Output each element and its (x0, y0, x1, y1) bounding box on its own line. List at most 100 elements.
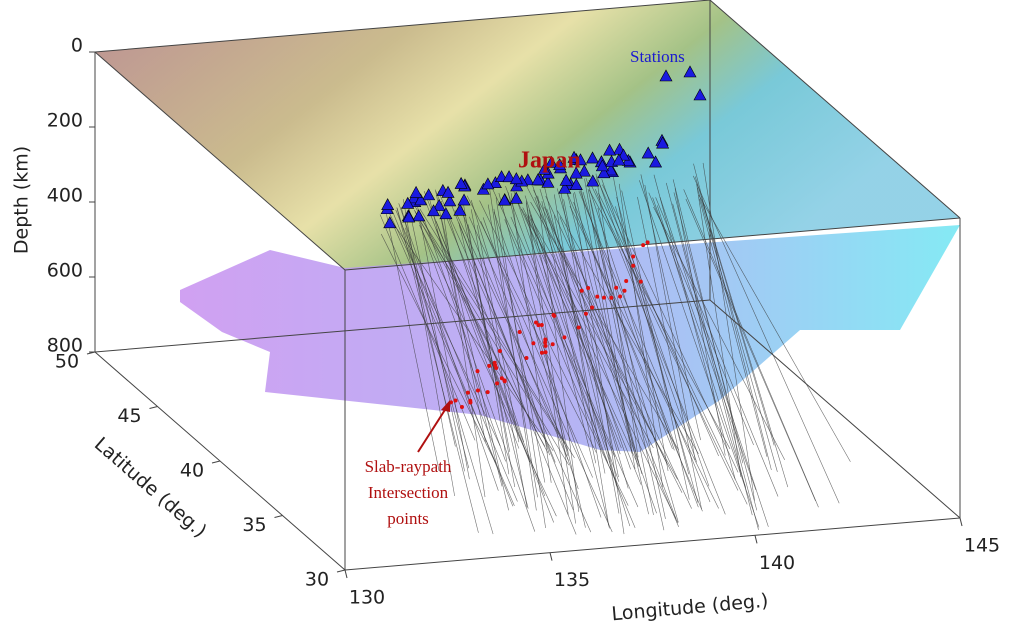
intersection (475, 369, 480, 374)
raypath (411, 200, 549, 453)
raypath (692, 175, 840, 504)
intersection (631, 254, 636, 259)
intersection (524, 355, 529, 360)
station (577, 164, 591, 177)
raypath (665, 182, 753, 516)
station (443, 194, 457, 207)
raypath (510, 216, 639, 508)
station (402, 210, 416, 223)
box-edge (709, 299, 961, 519)
station (569, 166, 583, 179)
station (612, 153, 626, 166)
intersection (536, 323, 541, 328)
raypath (562, 177, 643, 475)
raypath (545, 196, 692, 509)
raypath (597, 207, 666, 519)
station (693, 88, 707, 101)
raypath (402, 199, 455, 497)
intersection (543, 350, 548, 355)
raypath (476, 225, 520, 443)
raypath (454, 210, 569, 452)
arrow-head (441, 400, 450, 412)
raypath (380, 233, 497, 464)
station (454, 176, 468, 189)
station (383, 216, 397, 229)
station (558, 181, 572, 194)
station (683, 65, 697, 78)
z-tick-label: 200 (47, 110, 83, 132)
raypath (569, 205, 719, 509)
intersection (618, 294, 623, 299)
japan-label: Japan (518, 148, 581, 174)
raypath (578, 191, 711, 503)
raypath (588, 179, 739, 491)
intersection (543, 343, 548, 348)
box-edge (344, 217, 961, 271)
raypath (673, 192, 758, 511)
raypath (697, 187, 778, 472)
station (432, 198, 446, 211)
raypath (653, 206, 785, 460)
raypath (505, 185, 609, 463)
station (453, 203, 467, 216)
intersection (499, 376, 504, 381)
intersection (583, 311, 588, 316)
intersection (494, 366, 499, 371)
raypath (530, 201, 679, 451)
raypath (563, 199, 619, 478)
raypath (423, 190, 554, 523)
intersection (641, 243, 646, 248)
stations-label: Stations (630, 47, 685, 66)
raypath (493, 211, 602, 518)
station (553, 158, 567, 171)
raypath (398, 203, 499, 491)
raypath (556, 210, 699, 454)
intersection (609, 295, 614, 300)
raypath (493, 208, 546, 483)
raypath (396, 207, 479, 533)
y-tick-label: 30 (305, 569, 329, 591)
raypath (435, 190, 486, 443)
raypath (639, 180, 760, 528)
intersection (517, 329, 522, 334)
intersection (551, 313, 556, 318)
intersection (453, 398, 458, 403)
raypath (384, 204, 440, 471)
y-tick (336, 569, 346, 573)
station (502, 170, 516, 183)
raypath (553, 194, 610, 526)
station (656, 136, 670, 149)
x-tick-label: 135 (554, 569, 590, 591)
raypath (565, 188, 703, 512)
y-tick (274, 515, 283, 518)
intersection (487, 363, 492, 368)
raypath (533, 189, 668, 465)
raypath (582, 191, 679, 523)
x-tick-label: 145 (964, 535, 1000, 557)
x-tick (549, 552, 553, 561)
z-tick-label: 400 (47, 185, 83, 207)
intersection (586, 285, 591, 290)
box-edge (344, 517, 961, 571)
raypath (615, 206, 699, 503)
raypath (621, 190, 690, 500)
raypath (553, 215, 606, 474)
intersection (562, 335, 567, 340)
raypath (543, 206, 679, 528)
x-tick (344, 569, 348, 579)
raypath (585, 177, 675, 451)
x-tick (959, 517, 963, 527)
intersection (485, 390, 490, 395)
intersection (614, 285, 619, 290)
box-edge (94, 299, 711, 353)
raypath (576, 180, 699, 508)
raypath (406, 197, 465, 472)
raypath (479, 200, 629, 506)
box-edge (94, 0, 711, 53)
raypath (657, 205, 747, 488)
note-line: Intersection (368, 483, 449, 502)
intersection (624, 278, 629, 283)
raypath (524, 213, 620, 482)
raypath (696, 183, 742, 477)
